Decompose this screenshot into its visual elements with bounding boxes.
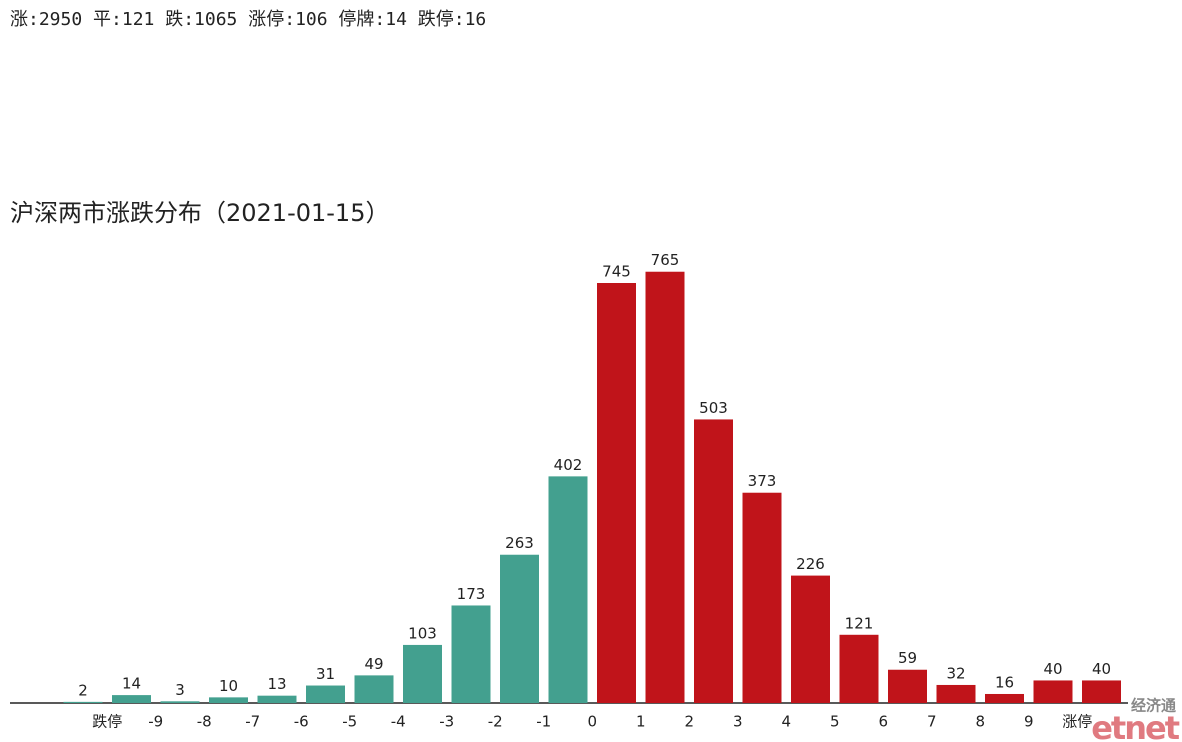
bar <box>63 701 103 703</box>
value-label: 402 <box>554 456 583 474</box>
bar <box>403 644 442 703</box>
x-tick-label: 8 <box>975 713 985 731</box>
value-label: 226 <box>796 555 825 573</box>
x-tick-label: 4 <box>781 713 791 731</box>
bar <box>936 684 976 703</box>
x-tick-label: -4 <box>391 713 406 731</box>
bar <box>742 492 782 703</box>
x-tick-label: -2 <box>488 713 503 731</box>
x-tick-label: -6 <box>294 713 309 731</box>
value-label: 13 <box>267 675 286 693</box>
bar <box>645 271 685 703</box>
x-tick-label: -1 <box>536 713 551 731</box>
bar <box>1033 680 1073 703</box>
x-tick-label: 3 <box>733 713 743 731</box>
x-tick-label: 涨停 <box>1062 713 1092 731</box>
x-tick-label: 2 <box>684 713 694 731</box>
value-label: 3 <box>175 681 185 699</box>
bar <box>500 554 539 703</box>
bar <box>1082 680 1121 703</box>
value-label: 10 <box>219 677 238 695</box>
x-tick-label: -3 <box>439 713 454 731</box>
watermark: 经济通 <box>1131 697 1176 715</box>
value-label: 503 <box>699 399 728 417</box>
value-label: 14 <box>122 675 141 693</box>
value-label: 745 <box>602 263 631 281</box>
value-label: 16 <box>995 673 1014 691</box>
bar <box>888 669 927 703</box>
value-label: 40 <box>1092 660 1111 678</box>
value-label: 2 <box>78 681 88 699</box>
chart-title: 沪深两市涨跌分布（2021-01-15） <box>10 199 389 227</box>
bar <box>985 693 1024 703</box>
value-label: 765 <box>651 251 680 269</box>
x-tick-label: -9 <box>148 713 163 731</box>
bar <box>791 575 830 703</box>
bar <box>839 634 879 703</box>
x-tick-label: 1 <box>636 713 646 731</box>
x-tick-label: 6 <box>878 713 888 731</box>
x-tick-label: 跌停 <box>92 713 122 731</box>
value-label: 263 <box>505 534 534 552</box>
summary: 涨:2950 平:121 跌:1065 涨停:106 停牌:14 跌停:16 <box>10 9 486 30</box>
bar <box>548 476 588 703</box>
value-label: 31 <box>316 665 335 683</box>
value-label: 121 <box>845 614 874 632</box>
value-label: 40 <box>1043 660 1062 678</box>
bar <box>597 283 636 703</box>
value-label: 49 <box>364 655 383 673</box>
x-tick-label: -5 <box>342 713 357 731</box>
value-label: 103 <box>408 624 437 642</box>
x-tick-label: -8 <box>197 713 212 731</box>
bar <box>354 675 394 703</box>
value-label: 32 <box>946 664 965 682</box>
value-label: 373 <box>748 472 777 490</box>
x-tick-label: 5 <box>830 713 840 731</box>
bar <box>451 605 491 703</box>
bar <box>160 701 200 703</box>
bar <box>306 685 345 703</box>
x-tick-label: 9 <box>1024 713 1034 731</box>
x-tick-label: 7 <box>927 713 937 731</box>
bar <box>694 419 733 703</box>
value-label: 59 <box>898 649 917 667</box>
bar <box>257 695 297 703</box>
bar <box>112 695 151 703</box>
watermark: etnet <box>1091 709 1179 742</box>
x-tick-label: -7 <box>245 713 260 731</box>
x-tick-label: 0 <box>587 713 597 731</box>
value-label: 173 <box>457 585 486 603</box>
bar <box>209 697 248 703</box>
